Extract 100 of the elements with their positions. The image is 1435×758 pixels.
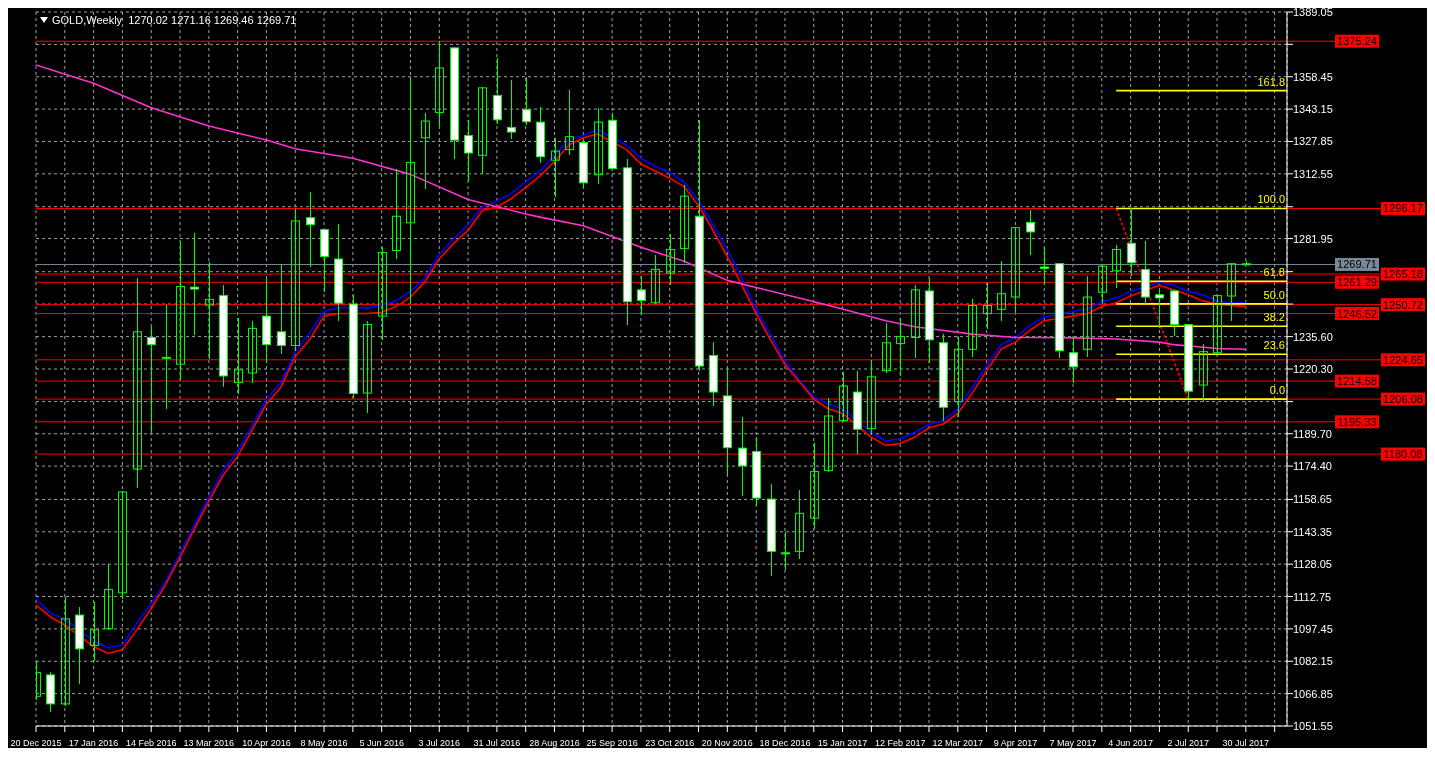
candlestick xyxy=(551,137,560,198)
candlestick xyxy=(478,86,487,175)
x-tick-label: 31 Jul 2016 xyxy=(473,738,521,748)
candlestick xyxy=(896,317,905,377)
candlestick xyxy=(1155,289,1164,329)
line-series xyxy=(36,64,1247,351)
y-tick-label: 1281.95 xyxy=(1293,232,1333,245)
candlestick xyxy=(1069,336,1078,384)
y-tick-label: 1389.05 xyxy=(1293,6,1333,18)
candlestick xyxy=(392,168,401,260)
candlestick xyxy=(104,563,113,631)
candlestick xyxy=(507,79,516,140)
y-tick-label: 1327.85 xyxy=(1293,135,1333,148)
x-tick-label: 28 Aug 2016 xyxy=(529,738,580,748)
ref-line-label: 1195.33 xyxy=(1337,415,1377,428)
candlestick xyxy=(190,232,199,336)
x-tick-label: 20 Dec 2015 xyxy=(10,738,62,748)
candlestick xyxy=(421,111,430,190)
y-tick-label: 1220.30 xyxy=(1293,363,1333,375)
x-tick-label: 4 Jun 2017 xyxy=(1108,738,1153,748)
candlestick xyxy=(810,442,819,530)
x-tick-label: 17 Jan 2016 xyxy=(68,738,119,748)
x-tick-label: 23 Oct 2016 xyxy=(645,738,695,748)
series-label: 100.0 xyxy=(1257,193,1285,206)
x-tick-label: 20 Nov 2016 xyxy=(701,738,753,748)
candlestick xyxy=(997,260,1006,322)
ref-line-label: 1206.08 xyxy=(1383,393,1423,406)
candlestick xyxy=(277,263,286,355)
candlestick xyxy=(954,336,963,418)
candlestick xyxy=(464,119,473,182)
candlestick xyxy=(291,208,300,352)
candlestick xyxy=(795,488,804,560)
candlestick xyxy=(839,371,848,423)
x-tick-label: 12 Feb 2017 xyxy=(874,738,926,748)
candlestick xyxy=(435,40,444,128)
y-tick-label: 1112.75 xyxy=(1293,590,1332,603)
candlestick xyxy=(1083,275,1092,358)
candlestick xyxy=(1040,246,1049,286)
candlestick xyxy=(133,277,142,489)
candlestick xyxy=(363,320,372,414)
candlestick xyxy=(1026,209,1035,256)
y-tick-label: 1128.05 xyxy=(1293,558,1332,571)
candlestick xyxy=(61,596,70,707)
candlestick xyxy=(882,322,891,374)
y-tick-label: 1343.15 xyxy=(1293,103,1333,116)
candlestick xyxy=(781,531,790,571)
x-tick-label: 9 Apr 2017 xyxy=(993,738,1038,748)
candlestick xyxy=(594,107,603,185)
candlestick xyxy=(1112,244,1121,289)
candlestick xyxy=(666,233,675,286)
candlestick xyxy=(911,284,920,359)
y-tick-label: 1158.65 xyxy=(1293,493,1332,506)
y-tick-label: 1097.45 xyxy=(1293,622,1333,635)
candlestick xyxy=(738,416,747,497)
y-tick-label: 1235.60 xyxy=(1293,330,1333,343)
y-tick-label: 1358.45 xyxy=(1293,70,1333,83)
candlestick xyxy=(1011,226,1020,313)
candlestick xyxy=(1098,264,1107,305)
candlestick xyxy=(378,246,387,341)
x-tick-label: 14 Feb 2016 xyxy=(125,738,177,748)
ref-line-label: 1214.58 xyxy=(1337,375,1377,388)
x-tick-label: 12 Mar 2017 xyxy=(932,738,984,748)
series-label: 61.8 xyxy=(1263,266,1285,279)
candlestick xyxy=(176,241,185,381)
y-tick-label: 1143.35 xyxy=(1293,525,1332,538)
chart-title: GOLD,Weekly 1270.02 1271.16 1269.46 1269.71 xyxy=(52,14,297,26)
candlestick xyxy=(824,397,833,473)
x-tick-label: 7 May 2017 xyxy=(1049,738,1097,748)
x-tick-label: 15 Jan 2017 xyxy=(817,738,868,748)
y-tick-label: 1051.55 xyxy=(1293,720,1333,732)
x-tick-label: 10 Apr 2016 xyxy=(242,738,291,748)
y-tick-label: 1174.40 xyxy=(1293,460,1332,473)
x-tick-label: 3 Jul 2016 xyxy=(418,738,461,748)
candlestick xyxy=(1227,262,1236,322)
candlestick xyxy=(205,261,214,360)
x-tick-label: 8 May 2016 xyxy=(300,738,348,748)
candlestick xyxy=(1199,343,1208,403)
candlestick xyxy=(1213,294,1222,355)
candlestick xyxy=(983,282,992,331)
candlestick xyxy=(651,254,660,305)
series-label: 50.0 xyxy=(1263,288,1285,301)
candlestick xyxy=(162,304,171,410)
ref-line-label: 1224.65 xyxy=(1383,353,1423,366)
candlestick xyxy=(522,76,531,126)
x-tick-label: 2 Jul 2017 xyxy=(1167,738,1210,748)
series-label: 0.0 xyxy=(1269,384,1285,397)
candlestick xyxy=(90,601,99,662)
series-label: 161.8 xyxy=(1257,75,1285,88)
candlestick xyxy=(147,325,156,434)
candlestick xyxy=(637,275,646,316)
candlestick xyxy=(867,359,876,435)
x-tick-label: 30 Jul 2017 xyxy=(1222,738,1270,748)
ref-line-label: 1261.29 xyxy=(1337,276,1377,289)
candlestick xyxy=(565,89,574,156)
y-tick-label: 1066.85 xyxy=(1293,687,1333,700)
y-tick-label: 1312.55 xyxy=(1293,167,1333,180)
x-tick-label: 18 Dec 2016 xyxy=(759,738,811,748)
ref-line-label: 1375.24 xyxy=(1337,35,1377,48)
x-tick-label: 13 Mar 2016 xyxy=(183,738,235,748)
candlestick xyxy=(118,490,127,600)
